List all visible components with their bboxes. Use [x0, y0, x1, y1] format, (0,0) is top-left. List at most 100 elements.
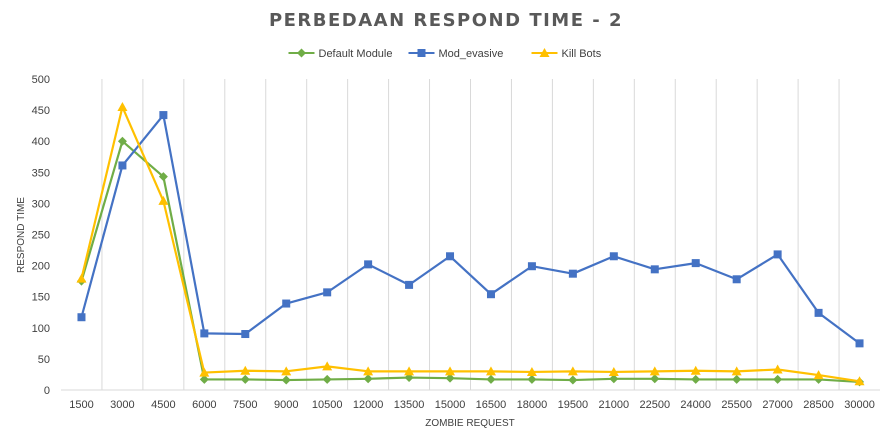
series-line	[80, 113, 861, 345]
data-point	[364, 260, 373, 269]
x-tick-label: 30000	[844, 399, 875, 411]
x-tick-label: 22500	[639, 399, 670, 411]
y-tick-label: 200	[32, 261, 50, 273]
data-point	[527, 262, 536, 271]
data-point	[322, 374, 332, 384]
x-tick-label: 4500	[151, 399, 175, 411]
x-tick-label: 7500	[233, 399, 257, 411]
data-point	[322, 361, 333, 371]
y-axis-title: RESPOND TIME	[16, 197, 27, 273]
x-tick-label: 24000	[680, 399, 711, 411]
x-tick-label: 18000	[517, 399, 548, 411]
data-point	[446, 252, 455, 261]
data-point	[568, 269, 577, 278]
x-tick-label: 3000	[110, 399, 134, 411]
data-point	[855, 339, 864, 348]
x-tick-label: 6000	[192, 399, 216, 411]
data-point	[691, 259, 700, 268]
data-point	[241, 330, 250, 339]
y-axis-ticks: 0 50 100 150 200 250 300 350 400 450 500	[32, 74, 50, 397]
legend-marker	[297, 48, 306, 58]
data-point	[609, 252, 618, 261]
data-point	[405, 280, 414, 289]
data-point	[159, 111, 168, 120]
chart-title: PERBEDAAN RESPOND TIME - 2	[269, 10, 623, 31]
data-point	[609, 374, 619, 384]
x-tick-label: 1500	[69, 399, 93, 411]
x-tick-label: 9000	[274, 399, 298, 411]
data-point	[690, 365, 701, 375]
y-tick-label: 300	[32, 198, 50, 210]
data-point	[567, 366, 578, 376]
data-point	[118, 161, 127, 170]
x-tick-label: 19500	[558, 399, 589, 411]
data-point	[650, 374, 660, 384]
data-point	[76, 273, 87, 283]
data-point	[732, 374, 742, 384]
data-point	[731, 366, 742, 376]
y-tick-label: 250	[32, 230, 50, 242]
data-point	[77, 313, 86, 322]
x-tick-label: 15000	[435, 399, 466, 411]
y-tick-label: 500	[32, 74, 50, 86]
y-tick-label: 400	[32, 136, 50, 148]
y-tick-label: 150	[32, 292, 50, 304]
data-point	[281, 366, 292, 376]
x-tick-label: 25500	[721, 399, 752, 411]
data-point	[526, 366, 537, 376]
legend: Default Module Mod_evasive Kill Bots	[288, 48, 602, 60]
data-point	[527, 374, 537, 384]
data-point	[772, 364, 783, 374]
data-point	[404, 366, 415, 376]
y-tick-label: 0	[44, 385, 50, 397]
data-point	[363, 366, 374, 376]
data-point	[814, 308, 823, 317]
x-tick-label: 12000	[353, 399, 384, 411]
legend-label: Kill Bots	[562, 48, 602, 60]
data-point	[485, 366, 496, 376]
series-mod-evasive	[77, 111, 864, 348]
data-point	[200, 329, 209, 338]
data-point	[773, 374, 783, 384]
legend-item: Mod_evasive	[408, 48, 503, 60]
data-point	[854, 376, 865, 386]
x-tick-label: 21000	[599, 399, 630, 411]
data-point	[240, 365, 251, 375]
x-tick-label: 16500	[476, 399, 507, 411]
data-point	[445, 366, 456, 376]
data-point	[650, 265, 659, 274]
data-point	[158, 172, 168, 182]
y-tick-label: 450	[32, 105, 50, 117]
y-tick-label: 50	[38, 354, 50, 366]
series-line	[80, 105, 860, 383]
series-layer	[76, 101, 865, 387]
data-point	[282, 299, 291, 308]
x-tick-label: 13500	[394, 399, 425, 411]
data-point	[568, 375, 578, 385]
data-point	[158, 195, 169, 205]
data-point	[649, 366, 660, 376]
data-point	[773, 250, 782, 259]
legend-item: Kill Bots	[531, 48, 602, 60]
legend-item: Default Module	[288, 48, 393, 60]
series-line	[80, 140, 860, 384]
y-tick-label: 100	[32, 323, 50, 335]
data-point	[240, 374, 250, 384]
y-tick-label: 350	[32, 167, 50, 179]
x-axis-ticks: 1500 3000 4500 6000 7500 9000 10500 12000 13500 1…	[69, 399, 875, 411]
data-point	[486, 374, 496, 384]
data-point	[117, 101, 128, 111]
x-axis-title: ZOMBIE REQUEST	[425, 418, 514, 429]
data-point	[813, 370, 824, 380]
x-tick-label: 28500	[803, 399, 834, 411]
legend-marker	[417, 49, 426, 57]
data-point	[323, 288, 332, 297]
data-point	[608, 366, 619, 376]
data-point	[281, 375, 291, 385]
legend-marker	[539, 48, 550, 57]
data-point	[199, 374, 209, 384]
data-point	[445, 373, 455, 383]
legend-label: Default Module	[319, 48, 393, 60]
